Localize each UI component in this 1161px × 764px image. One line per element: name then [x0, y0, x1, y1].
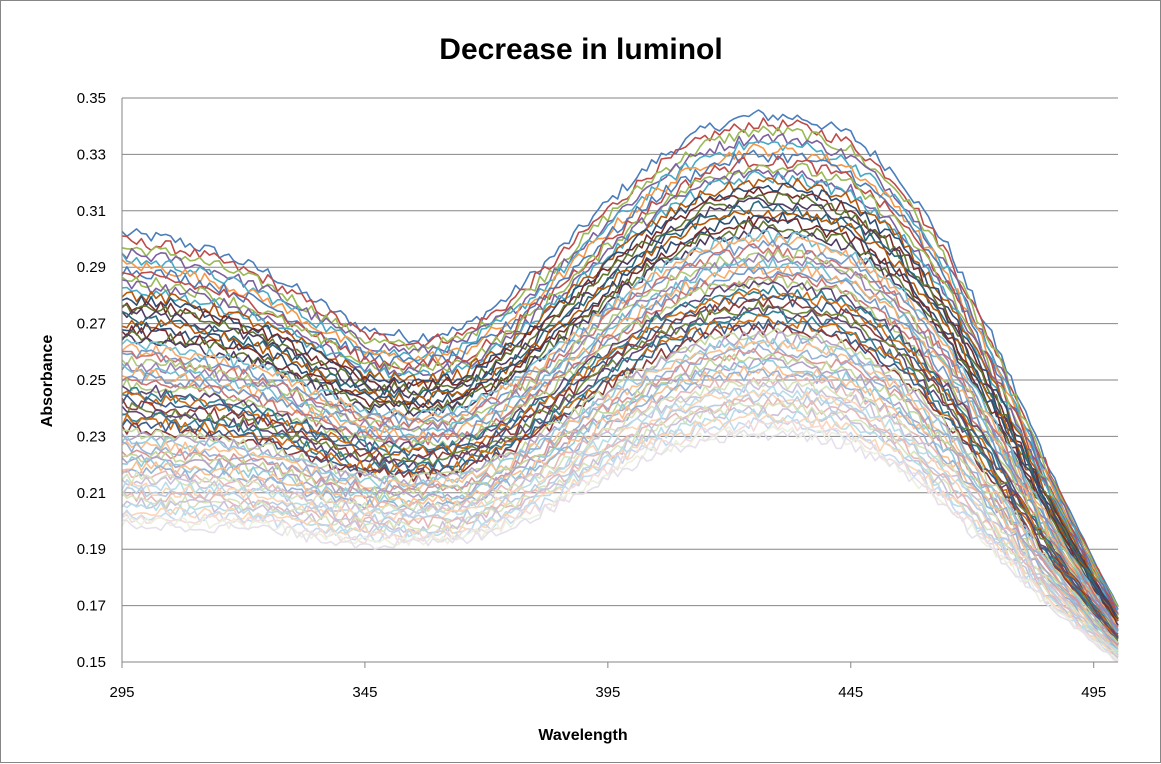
series-line-8: [121, 155, 1119, 616]
x-axis-label: Wavelength: [538, 727, 627, 744]
series-line-54: [121, 365, 1119, 652]
y-tick-label: 0.17: [77, 598, 106, 615]
series-line-4: [121, 133, 1119, 610]
series-line-12: [121, 177, 1119, 620]
y-tick-label: 0.27: [77, 316, 106, 333]
y-tick-label: 0.25: [77, 372, 106, 389]
series-line-60: [121, 389, 1119, 658]
series-line-22: [121, 224, 1119, 626]
series-line-27: [121, 248, 1119, 633]
series-line-23: [121, 229, 1119, 628]
y-tick-label: 0.15: [77, 654, 106, 671]
series-line-70: [121, 429, 1119, 663]
series-line-38: [121, 297, 1119, 639]
series-line-34: [121, 280, 1119, 636]
series-line-2: [121, 117, 1119, 607]
x-tick-label: 345: [352, 684, 377, 701]
series-line-13: [121, 182, 1119, 619]
series-line-66: [121, 412, 1119, 661]
series-line-24: [121, 234, 1119, 631]
series-line-19: [121, 211, 1119, 627]
x-tick-label: 395: [595, 684, 620, 701]
y-tick-label: 0.31: [77, 203, 106, 220]
series-line-18: [121, 209, 1119, 622]
series-line-57: [121, 379, 1119, 652]
series-line-48: [121, 340, 1119, 648]
series-line-51: [121, 353, 1119, 651]
y-tick-label: 0.33: [77, 146, 106, 163]
series-line-65: [121, 408, 1119, 660]
series-line-56: [121, 373, 1119, 652]
y-axis-label: Absorbance: [39, 335, 56, 428]
series-line-30: [121, 262, 1119, 632]
y-tick-label: 0.19: [77, 541, 106, 558]
x-tick-label: 295: [109, 684, 134, 701]
series-line-5: [121, 140, 1119, 611]
series-line-36: [121, 287, 1119, 638]
series-line-7: [121, 149, 1119, 615]
series-line-15: [121, 192, 1119, 619]
series-line-45: [121, 327, 1119, 644]
chart-title: Decrease in luminol: [439, 33, 722, 66]
y-tick-label: 0.29: [77, 259, 106, 276]
x-tick-label: 445: [838, 684, 863, 701]
series-line-10: [121, 169, 1119, 614]
series-group: [121, 109, 1119, 663]
series-line-9: [121, 162, 1119, 616]
series-line-16: [121, 197, 1119, 622]
axes: [121, 98, 1118, 668]
y-tick-label: 0.21: [77, 485, 106, 502]
y-tick-labels: 0.35 0.33 0.31 0.29 0.27 0.25 0.23 0.21 0.19 0.17…: [77, 90, 106, 671]
series-line-53: [121, 359, 1119, 650]
series-line-58: [121, 379, 1119, 657]
series-line-14: [121, 186, 1119, 621]
series-line-26: [121, 243, 1119, 628]
x-tick-labels: 295 345 395 445 495: [109, 684, 1106, 701]
series-line-1: [121, 109, 1119, 607]
series-line-41: [121, 310, 1119, 642]
series-line-47: [121, 336, 1119, 647]
y-tick-label: 0.35: [77, 90, 106, 107]
y-tick-label: 0.23: [77, 428, 106, 445]
x-tick-label: 495: [1081, 684, 1106, 701]
